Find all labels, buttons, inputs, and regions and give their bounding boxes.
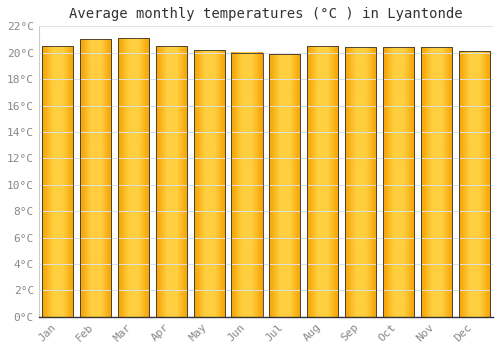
Bar xyxy=(307,46,338,317)
Bar xyxy=(232,53,262,317)
Bar xyxy=(421,47,452,317)
Bar xyxy=(118,38,149,317)
Bar xyxy=(270,54,300,317)
Bar xyxy=(42,46,74,317)
Bar xyxy=(383,47,414,317)
Bar xyxy=(194,50,224,317)
Title: Average monthly temperatures (°C ) in Lyantonde: Average monthly temperatures (°C ) in Ly… xyxy=(69,7,462,21)
Bar xyxy=(458,51,490,317)
Bar xyxy=(156,46,187,317)
Bar xyxy=(345,47,376,317)
Bar xyxy=(80,40,111,317)
